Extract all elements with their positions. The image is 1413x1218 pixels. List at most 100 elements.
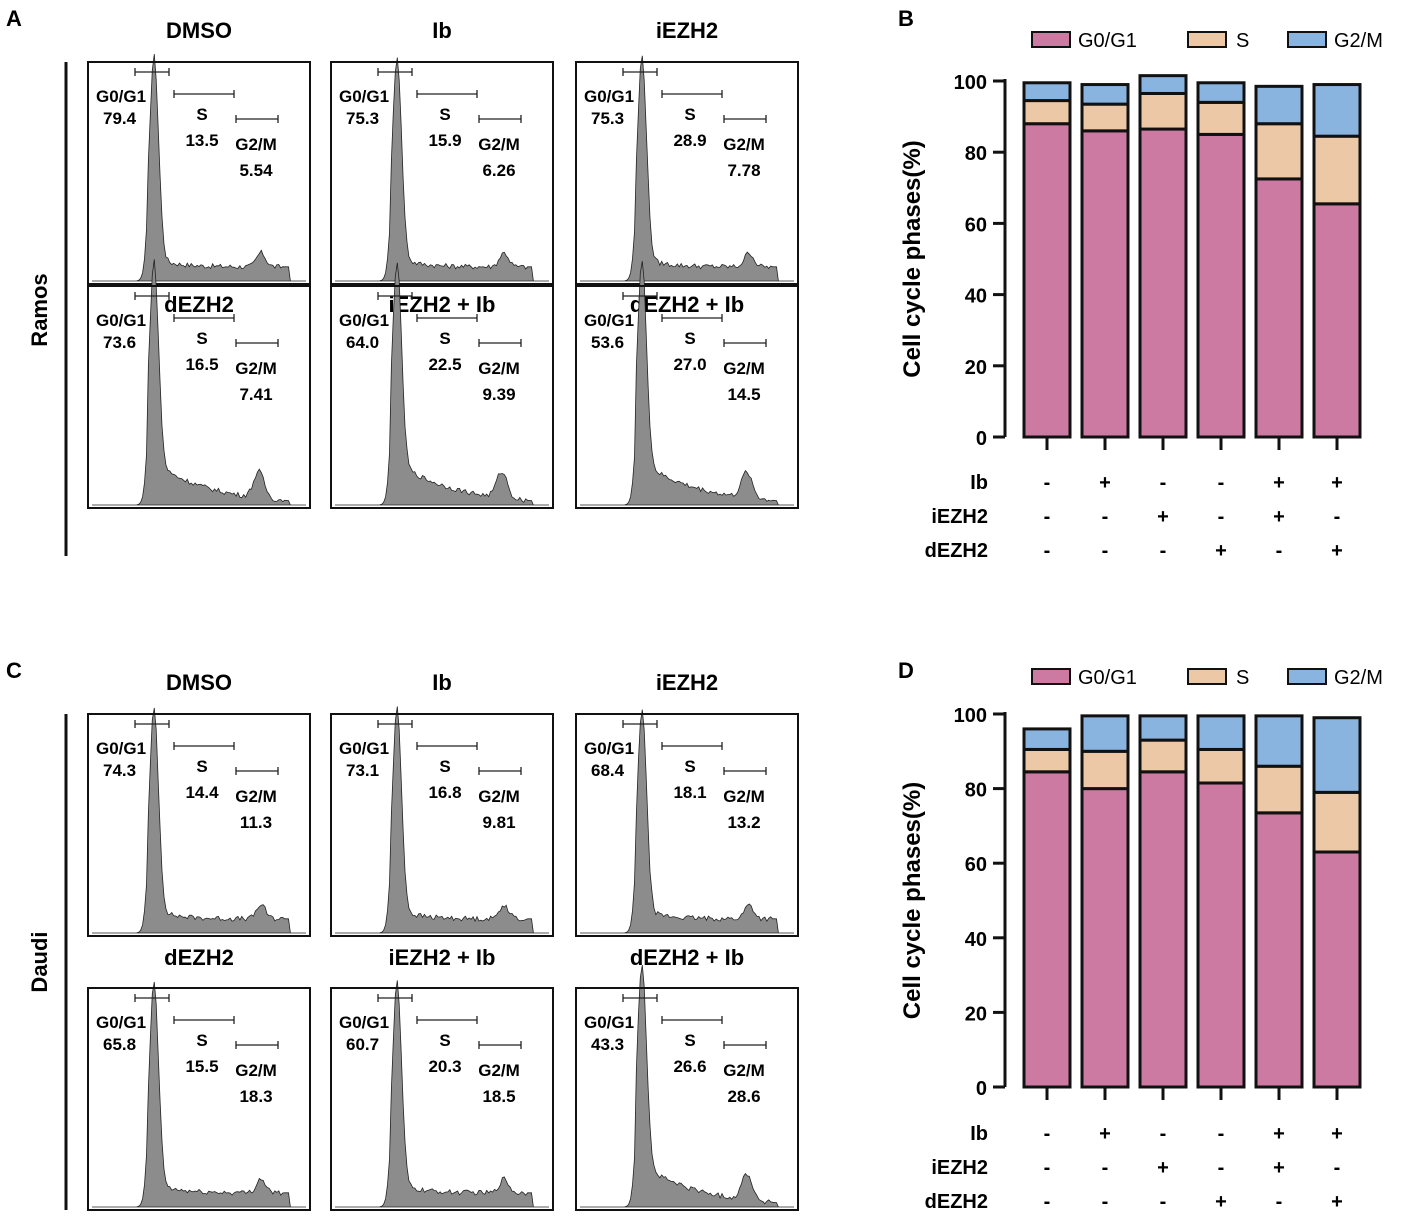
histogram-title: Ib [432, 18, 452, 43]
condition-sign: - [1218, 1157, 1225, 1179]
bar-segment-g0g1 [1138, 770, 1188, 1089]
bar-segment-g2m [1138, 74, 1188, 95]
g0g1-value: 65.8 [103, 1035, 136, 1054]
histogram-area [580, 964, 794, 1208]
bar-segment-g0g1 [1022, 122, 1072, 439]
g0g1-label: G0/G1 [584, 1013, 634, 1032]
gate-s [661, 742, 723, 750]
condition-sign: - [1218, 472, 1225, 494]
g2m-value: 11.3 [240, 813, 272, 832]
histogram-panels: DMSO G0/G1 79.4 S 13.5 G2/M 5.54 Ib G0/G1 75.3 S 15… [87, 18, 799, 1211]
g0g1-label: G0/G1 [96, 311, 146, 330]
g0g1-value: 73.1 [346, 761, 379, 780]
condition-sign: - [1160, 1123, 1167, 1145]
g0g1-label: G0/G1 [96, 739, 146, 758]
histogram-title: dEZH2 + Ib [630, 945, 744, 970]
y-tick-label: 60 [965, 214, 987, 236]
condition-sign: + [1331, 1191, 1343, 1213]
g2m-label: G2/M [478, 1061, 520, 1080]
s-value: 27.0 [673, 355, 706, 374]
condition-sign: - [1160, 472, 1167, 494]
condition-sign: + [1273, 472, 1285, 494]
gate-g2m [723, 1041, 767, 1049]
g0g1-label: G0/G1 [96, 87, 146, 106]
g0g1-label: G0/G1 [339, 311, 389, 330]
y-tick-label: 40 [965, 929, 987, 951]
bar-segment-s [1080, 102, 1130, 133]
condition-sign: - [1334, 1157, 1341, 1179]
panel-label-c: C [6, 658, 22, 683]
histogram-title: iEZH2 [656, 670, 718, 695]
condition-sign: + [1331, 1123, 1343, 1145]
legend-label: S [1236, 667, 1249, 689]
s-value: 14.4 [185, 783, 219, 802]
bar-segment-g0g1 [1080, 129, 1130, 439]
s-label: S [684, 105, 695, 124]
legend-swatch [1187, 668, 1227, 685]
histogram-area [92, 707, 306, 934]
g2m-label: G2/M [235, 135, 277, 154]
legend-swatch [1031, 668, 1071, 685]
s-label: S [684, 329, 695, 348]
histogram-area [335, 57, 549, 282]
condition-sign: + [1157, 506, 1169, 528]
g2m-label: G2/M [235, 1061, 277, 1080]
histogram-plot: dEZH2 + Ib G0/G1 43.3 S 26.6 G2/M 28.6 [575, 945, 799, 1211]
bar-segment-s [1312, 134, 1362, 206]
g2m-label: G2/M [478, 135, 520, 154]
g0g1-value: 73.6 [103, 333, 136, 352]
bar-segment-s [1254, 122, 1304, 181]
legend-swatch [1187, 31, 1227, 48]
g0g1-label: G0/G1 [584, 87, 634, 106]
y-tick-label: 100 [954, 72, 987, 94]
condition-sign: - [1102, 1157, 1109, 1179]
s-value: 15.9 [428, 131, 461, 150]
s-label: S [439, 1031, 450, 1050]
panel-label-a: A [6, 6, 22, 31]
histogram-area [335, 706, 549, 934]
s-value: 16.5 [185, 355, 218, 374]
histogram-plot: DMSO G0/G1 79.4 S 13.5 G2/M 5.54 [87, 18, 311, 285]
bar-segment-s [1138, 91, 1188, 131]
legend-label: G2/M [1334, 667, 1383, 689]
histogram-plot: Ib G0/G1 73.1 S 16.8 G2/M 9.81 [330, 670, 554, 937]
histogram-area [580, 261, 794, 506]
g2m-value: 18.3 [239, 1087, 272, 1106]
gate-s [661, 1016, 723, 1024]
s-label: S [196, 105, 207, 124]
bar-segment-g2m [1196, 81, 1246, 104]
g2m-value: 18.5 [482, 1087, 515, 1106]
bar-segment-g0g1 [1312, 202, 1362, 439]
bar-segment-s [1196, 100, 1246, 136]
y-tick-label: 20 [965, 1003, 987, 1025]
condition-sign: + [1099, 1123, 1111, 1145]
histogram-frame [330, 987, 554, 1211]
legend-label: G0/G1 [1078, 667, 1137, 689]
gate-g0g1 [622, 68, 658, 76]
condition-sign: + [1215, 1191, 1227, 1213]
histogram-frame [575, 987, 799, 1211]
legend-label: G0/G1 [1078, 30, 1137, 52]
histogram-frame [575, 285, 799, 509]
condition-sign: - [1044, 540, 1051, 562]
condition-label: iEZH2 [931, 506, 988, 528]
gate-g2m [235, 115, 279, 123]
g0g1-label: G0/G1 [339, 87, 389, 106]
histogram-frame [87, 713, 311, 937]
g0g1-value: 75.3 [591, 109, 624, 128]
g0g1-value: 75.3 [346, 109, 379, 128]
gate-g2m [478, 767, 522, 775]
legend-swatch [1287, 31, 1327, 48]
bar-segment-s [1022, 99, 1072, 126]
bar-segment-g2m [1312, 716, 1362, 794]
bar-segment-g0g1 [1254, 811, 1304, 1089]
g2m-label: G2/M [235, 787, 277, 806]
histogram-frame [87, 285, 311, 509]
g0g1-value: 74.3 [103, 761, 136, 780]
gate-s [173, 742, 235, 750]
s-label: S [196, 1031, 207, 1050]
histogram-frame [330, 285, 554, 509]
panel-label-d: D [898, 658, 914, 683]
gate-g2m [478, 1041, 522, 1049]
